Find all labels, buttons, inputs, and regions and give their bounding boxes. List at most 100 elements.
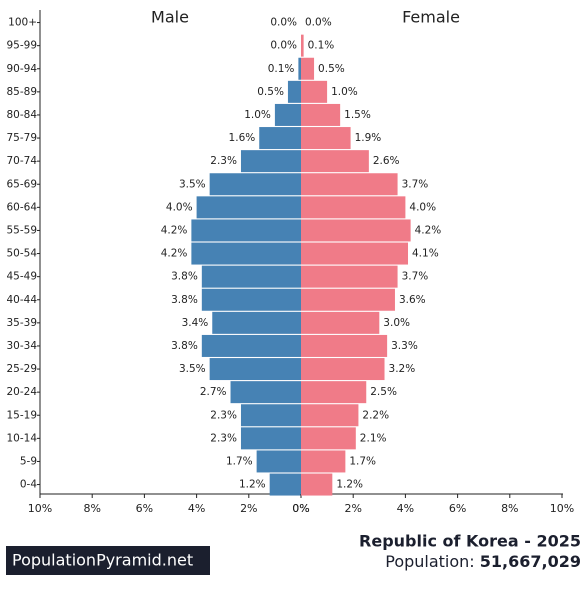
category-label: 60-64: [6, 201, 37, 213]
value-label: 2.6%: [373, 155, 400, 167]
value-label: 3.3%: [391, 340, 418, 352]
bar: [301, 173, 398, 196]
x-tick-label: 10%: [550, 502, 574, 515]
value-label: 1.6%: [229, 132, 256, 144]
value-label: 0.1%: [308, 40, 335, 52]
bar: [301, 473, 333, 496]
value-label: 2.2%: [362, 409, 389, 421]
x-tick-label: 10%: [28, 502, 52, 515]
bar: [196, 196, 301, 219]
bar: [269, 473, 301, 496]
category-label: 65-69: [6, 178, 37, 190]
value-label: 4.1%: [412, 248, 439, 260]
value-label: 2.5%: [370, 386, 397, 398]
bar: [209, 358, 301, 381]
value-label: 4.2%: [161, 224, 188, 236]
legend-label: Male: [151, 8, 189, 27]
value-label: 3.8%: [171, 340, 198, 352]
category-label: 95-99: [6, 40, 37, 52]
x-tick-label: 2%: [240, 502, 257, 515]
value-label: 3.2%: [389, 363, 416, 375]
value-label: 1.0%: [331, 86, 358, 98]
bar: [301, 57, 315, 80]
bar: [301, 150, 369, 173]
x-tick-label: 8%: [501, 502, 518, 515]
category-label: 30-34: [6, 340, 37, 352]
bar: [301, 80, 328, 103]
population-label: Population:: [385, 552, 474, 571]
value-label: 3.8%: [171, 294, 198, 306]
value-label: 0.0%: [270, 40, 297, 52]
category-label: 45-49: [6, 271, 37, 283]
bar: [240, 150, 301, 173]
value-label: 3.0%: [383, 317, 410, 329]
value-label: 0.0%: [305, 17, 332, 29]
value-label: 1.5%: [344, 109, 371, 121]
value-label: 3.7%: [402, 271, 429, 283]
category-label: 75-79: [6, 132, 37, 144]
x-tick-label: 0%: [292, 502, 309, 515]
bar: [301, 450, 346, 473]
value-label: 4.2%: [161, 248, 188, 260]
bar: [301, 219, 411, 242]
category-label: 20-24: [6, 386, 37, 398]
category-label: 100+: [8, 17, 37, 29]
population-value: 51,667,029: [480, 552, 581, 571]
value-label: 4.0%: [166, 201, 193, 213]
x-tick-label: 8%: [83, 502, 100, 515]
value-label: 3.7%: [402, 178, 429, 190]
source-box: [6, 546, 210, 575]
category-label: 85-89: [6, 86, 37, 98]
bar: [201, 265, 301, 288]
category-label: 35-39: [6, 317, 37, 329]
category-label: 55-59: [6, 224, 37, 236]
bar: [201, 288, 301, 311]
bar: [240, 427, 301, 450]
bar: [191, 242, 301, 265]
category-label: 25-29: [6, 363, 37, 375]
bar: [256, 450, 301, 473]
bar: [301, 196, 406, 219]
value-label: 2.3%: [210, 155, 237, 167]
value-label: 0.5%: [318, 63, 345, 75]
bar: [212, 311, 301, 334]
bar: [191, 219, 301, 242]
bar: [209, 173, 301, 196]
bar: [298, 57, 301, 80]
population-line: Population: 51,667,029: [385, 552, 581, 571]
bar: [301, 311, 380, 334]
bar: [287, 80, 301, 103]
value-label: 1.2%: [239, 479, 266, 491]
value-label: 3.5%: [179, 363, 206, 375]
value-label: 0.5%: [257, 86, 284, 98]
x-tick-label: 0%: [292, 502, 309, 515]
value-label: 3.4%: [182, 317, 209, 329]
x-tick-label: 6%: [136, 502, 153, 515]
bar: [301, 265, 398, 288]
category-label: 50-54: [6, 248, 37, 260]
value-label: 4.2%: [415, 224, 442, 236]
value-label: 1.9%: [355, 132, 382, 144]
source: PopulationPyramid.net: [12, 551, 193, 570]
category-label: 5-9: [20, 455, 37, 467]
x-tick-label: 4%: [397, 502, 414, 515]
value-label: 1.7%: [349, 455, 376, 467]
chart-title: Republic of Korea - 2025: [359, 532, 581, 551]
value-label: 1.2%: [336, 479, 363, 491]
value-label: 2.3%: [210, 432, 237, 444]
bar: [301, 288, 395, 311]
x-tick-label: 2%: [344, 502, 361, 515]
legend-label: Female: [402, 8, 460, 27]
category-label: 40-44: [6, 294, 37, 306]
bar: [301, 334, 388, 357]
bar: [301, 103, 341, 126]
category-label: 15-19: [6, 409, 37, 421]
bar: [301, 427, 356, 450]
value-label: 4.0%: [409, 201, 436, 213]
bar: [301, 242, 409, 265]
x-tick-label: 4%: [188, 502, 205, 515]
value-label: 1.7%: [226, 455, 253, 467]
bar: [230, 381, 301, 404]
category-label: 0-4: [20, 479, 37, 491]
